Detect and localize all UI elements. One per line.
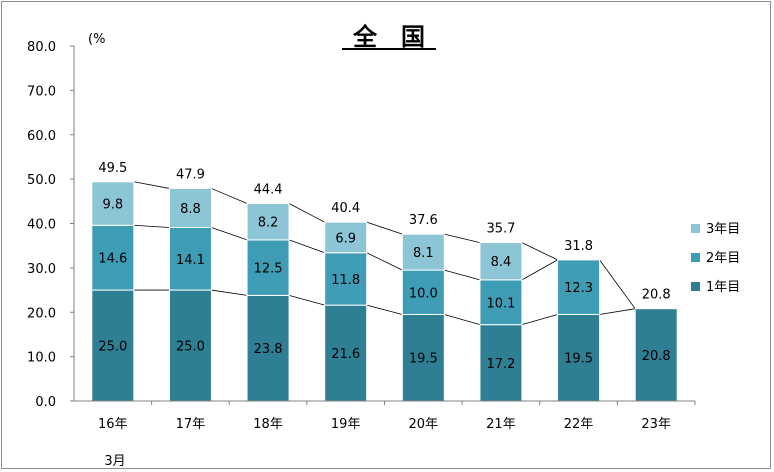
segment-value-label: 17.2 [486, 357, 515, 372]
series-line [366, 221, 403, 235]
bar-segment [246, 239, 290, 296]
y-tick-label: 60.0 [27, 129, 56, 144]
bar-segment [401, 233, 445, 271]
segment-value-label: 8.8 [180, 202, 201, 217]
bar-segment [479, 242, 523, 281]
series-line [521, 259, 558, 281]
x-tick-label: 21年 [486, 417, 516, 432]
segment-value-label: 12.3 [564, 281, 593, 296]
bar-segment [91, 181, 135, 226]
segment-value-label: 10.1 [486, 296, 515, 311]
series-line [366, 304, 403, 315]
y-tick-label: 80.0 [27, 40, 56, 55]
segment-value-label: 8.1 [413, 246, 434, 261]
series-line [133, 181, 170, 189]
total-value-label: 49.5 [98, 161, 127, 176]
legend-swatch [691, 224, 700, 233]
series-line [366, 252, 403, 271]
series-line [444, 233, 481, 243]
series-line [211, 289, 248, 296]
legend-swatch [691, 253, 700, 262]
x-tick-label: 18年 [253, 417, 283, 432]
segment-value-label: 8.2 [258, 216, 279, 231]
x-tick-label: 17年 [176, 417, 206, 432]
segment-value-label: 8.4 [491, 255, 512, 270]
series-line [444, 314, 481, 326]
legend-label: 1年目 [706, 280, 740, 295]
series-line [599, 308, 636, 315]
bar-segment [168, 289, 212, 402]
y-axis-unit-label: (% [88, 32, 105, 47]
segment-value-label: 10.0 [409, 286, 438, 301]
y-tick-label: 20.0 [27, 306, 56, 321]
total-value-label: 47.9 [176, 167, 205, 182]
total-value-label: 20.8 [642, 288, 671, 303]
total-value-label: 35.7 [486, 222, 515, 237]
axes: 0.0 10.0 20.0 30.0 40.0 50.0 60.0 70.0 80.0 16年 17… [27, 40, 696, 432]
y-tick-label: 40.0 [27, 218, 56, 233]
y-tick-label: 0.0 [35, 395, 56, 410]
segment-value-label: 25.0 [176, 340, 205, 355]
series-line [444, 269, 481, 281]
legend-label: 3年目 [706, 222, 740, 237]
chart-title: 全 国 [352, 23, 425, 51]
segment-value-label: 21.6 [331, 347, 360, 362]
bar-segment [246, 203, 290, 241]
x-tick-label: 23年 [641, 417, 671, 432]
bar-segment [246, 294, 290, 402]
bars [91, 181, 678, 402]
bar-segment [401, 313, 445, 402]
data-labels: 25.0 14.6 9.8 49.5 25.0 14.1 8.8 47.9 23.8 12.5 8.… [98, 161, 670, 372]
segment-value-label: 9.8 [102, 198, 123, 213]
total-value-label: 40.4 [331, 201, 360, 216]
x-tick-label: 19年 [331, 417, 361, 432]
y-tick-label: 50.0 [27, 173, 56, 188]
bar-segment [634, 308, 678, 402]
series-connector-lines [133, 181, 636, 326]
series-line [599, 259, 636, 309]
x-tick-label: 20年 [409, 417, 439, 432]
total-value-label: 31.8 [564, 239, 593, 254]
total-value-label: 44.4 [254, 183, 283, 198]
x-axis-sublabel: 3月 [104, 454, 125, 469]
segment-value-label: 25.0 [98, 340, 127, 355]
series-line [288, 203, 325, 223]
x-tick-label: 22年 [564, 417, 594, 432]
bar-segment [168, 226, 212, 291]
segment-value-label: 19.5 [409, 352, 438, 367]
segment-value-label: 20.8 [642, 349, 671, 364]
y-tick-label: 70.0 [27, 84, 56, 99]
bar-segment [324, 221, 368, 254]
segment-value-label: 14.1 [176, 253, 205, 268]
series-line [211, 227, 248, 241]
series-line [133, 224, 170, 228]
bar-segment [324, 252, 368, 306]
bar-segment [324, 304, 368, 402]
legend-label: 2年目 [706, 251, 740, 266]
x-tick-label: 16年 [98, 417, 128, 432]
segment-value-label: 23.8 [254, 342, 283, 357]
series-line [288, 239, 325, 254]
segment-value-label: 14.6 [98, 252, 127, 267]
segment-value-label: 12.5 [254, 262, 283, 277]
segment-value-label: 19.5 [564, 352, 593, 367]
series-line [211, 188, 248, 204]
series-line [521, 242, 558, 261]
series-line [288, 295, 325, 306]
series-line [521, 314, 558, 326]
bar-segment [401, 269, 445, 315]
bar-segment [479, 279, 523, 326]
segment-value-label: 6.9 [335, 231, 356, 246]
segment-value-label: 11.8 [331, 273, 360, 288]
bar-segment [168, 187, 212, 228]
bar-segment [557, 259, 601, 315]
legend-swatch [691, 282, 700, 291]
y-tick-label: 30.0 [27, 262, 56, 277]
y-tick-label: 10.0 [27, 351, 56, 366]
bar-segment [479, 324, 523, 402]
legend: 3年目 2年目 1年目 [691, 222, 740, 295]
total-value-label: 37.6 [409, 213, 438, 228]
